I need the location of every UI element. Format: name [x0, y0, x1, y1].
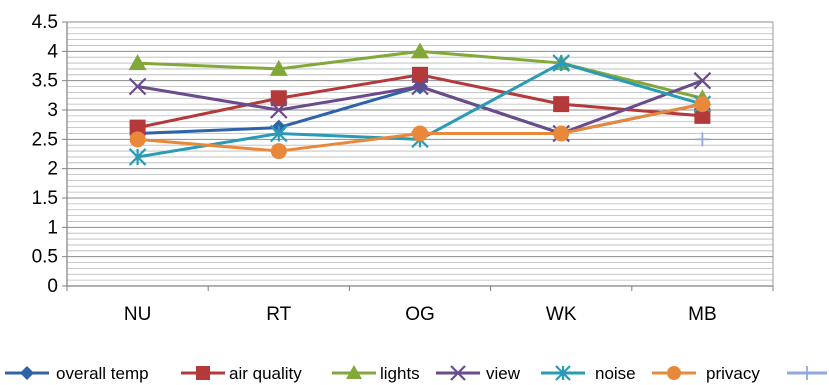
legend-label: air quality — [229, 364, 302, 383]
series-lines — [128, 42, 712, 166]
legend-swatch-marker — [450, 365, 466, 381]
data-point — [128, 148, 147, 166]
legend-item: lights — [332, 364, 420, 383]
y-tick-label: 4.5 — [32, 12, 58, 33]
x-tick-label: MB — [688, 304, 717, 325]
data-point — [553, 125, 570, 142]
y-tick-label: 3.5 — [32, 71, 58, 92]
data-point — [411, 77, 429, 96]
legend-label: noise — [595, 364, 636, 383]
series-air-quality — [129, 66, 711, 136]
legend-label: view — [486, 364, 521, 383]
data-point — [129, 119, 146, 136]
data-point — [412, 66, 428, 83]
y-tick-label: 0 — [47, 276, 58, 297]
legend-swatch-marker — [800, 366, 814, 380]
y-tick-label: 3 — [47, 100, 58, 121]
y-tick-label: 1 — [47, 217, 58, 238]
data-point — [270, 101, 288, 119]
data-point — [128, 77, 147, 96]
data-point — [694, 107, 711, 124]
data-point — [552, 54, 570, 72]
data-point — [412, 125, 428, 142]
data-point — [269, 59, 288, 76]
data-point — [693, 71, 712, 90]
y-axis-ticks: 0 0.5 1 1.5 2 2.5 3 3.5 4 4.5 — [32, 12, 67, 297]
x-tick-label: OG — [405, 304, 435, 325]
data-point — [694, 96, 711, 113]
data-point — [270, 124, 288, 143]
data-point — [411, 42, 429, 59]
series-privacy — [129, 96, 711, 160]
data-point — [553, 96, 570, 113]
legend-item: view — [436, 364, 521, 383]
series-unnamed — [695, 132, 710, 147]
plot-background — [67, 22, 773, 286]
y-tick-label: 4 — [47, 41, 58, 62]
legend-swatch-marker — [555, 365, 571, 381]
legend-label: overall temp — [56, 364, 149, 383]
x-tick-label: NU — [124, 304, 151, 325]
legend-swatch-marker — [346, 365, 362, 379]
data-point — [129, 131, 146, 148]
data-point — [128, 54, 147, 71]
legend-swatch-marker — [667, 366, 681, 380]
legend-item: noise — [541, 364, 636, 383]
data-point — [270, 90, 287, 107]
data-point — [695, 132, 710, 147]
y-tick-label: 2.5 — [32, 129, 58, 150]
legend-item: overall temp — [5, 364, 149, 383]
x-tick-label: WK — [546, 304, 577, 325]
legend-item: air quality — [181, 364, 302, 383]
legend-item — [787, 366, 827, 380]
legend-item: privacy — [652, 364, 760, 383]
x-tick-label: RT — [266, 304, 291, 325]
legend-label: lights — [380, 364, 420, 383]
x-axis-ticks: NU RT OG WK MB — [66, 286, 774, 325]
legend-swatch-marker — [196, 366, 210, 380]
legend-swatch-marker — [20, 366, 34, 380]
legend: overall temp air quality lights view noise pr… — [5, 364, 827, 383]
y-tick-label: 0.5 — [32, 247, 58, 268]
y-tick-label: 2 — [47, 159, 58, 180]
data-point — [270, 143, 287, 160]
y-tick-label: 1.5 — [32, 188, 58, 209]
legend-label: privacy — [706, 364, 760, 383]
plot-area — [67, 22, 773, 286]
axes — [66, 22, 774, 287]
